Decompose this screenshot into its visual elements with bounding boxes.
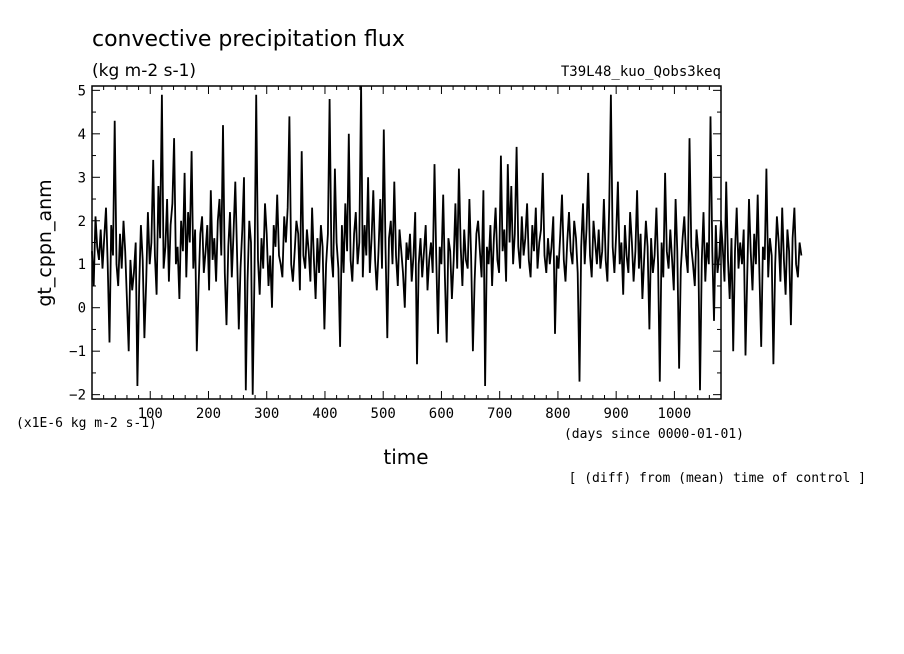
x-tick-label: 600 bbox=[429, 406, 454, 422]
y-tick-label: 3 bbox=[78, 170, 86, 186]
chart-title: convective precipitation flux bbox=[92, 27, 405, 52]
y-tick-label: 4 bbox=[78, 127, 86, 143]
x-tick-label: 200 bbox=[196, 406, 221, 422]
y-tick-label: −1 bbox=[69, 344, 86, 360]
x-tick-label: 700 bbox=[487, 406, 512, 422]
series-line-0 bbox=[91, 85, 803, 395]
x-tick-label: 800 bbox=[545, 406, 570, 422]
x-axis-label: time bbox=[383, 445, 428, 469]
y-tick-label: 2 bbox=[78, 214, 86, 230]
x-tick-label: 900 bbox=[604, 406, 629, 422]
units-label: (kg m-2 s-1) bbox=[92, 61, 196, 81]
y-tick-label: 0 bbox=[78, 301, 86, 317]
x-tick-label: 500 bbox=[371, 406, 396, 422]
y-tick-label: −2 bbox=[69, 388, 86, 404]
x-units-label: (days since 0000-01-01) bbox=[564, 427, 744, 442]
experiment-label: T39L48_kuo_Qobs3keq bbox=[561, 64, 721, 80]
x-tick-label: 300 bbox=[254, 406, 279, 422]
y-tick-label: 5 bbox=[78, 83, 86, 99]
footnote: [ (diff) from (mean) time of control ] bbox=[569, 471, 866, 486]
y-tick-label: 1 bbox=[78, 257, 86, 273]
x-tick-label: 400 bbox=[312, 406, 337, 422]
y-scale-note: (x1E-6 kg m-2 s-1) bbox=[16, 416, 157, 431]
plot-area: −2 −1 0 1 2 3 4 5 100 200 300 400 500 600 700 800 900 100… bbox=[69, 83, 803, 422]
y-axis-label: gt_cppn_anm bbox=[34, 179, 56, 306]
x-tick-label: 1000 bbox=[658, 406, 692, 422]
x-tick-label: 100 bbox=[138, 406, 163, 422]
